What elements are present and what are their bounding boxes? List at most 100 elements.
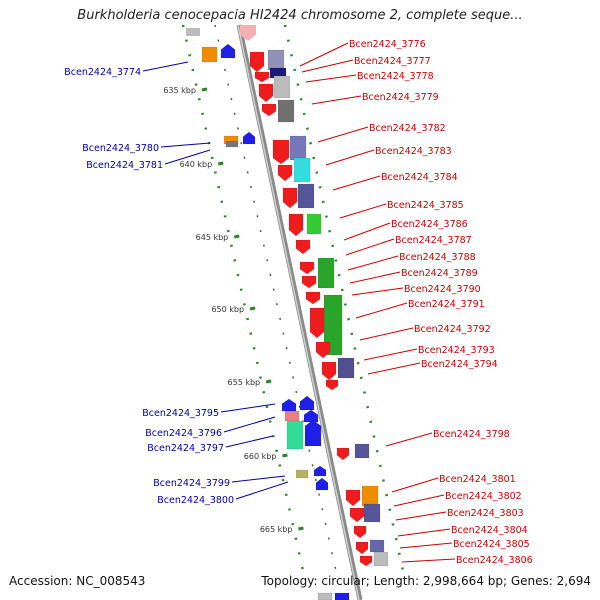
leader-line: [401, 558, 456, 563]
gene-label-right[interactable]: Bcen2424_3782: [369, 123, 446, 134]
gene-label-right[interactable]: Bcen2424_3776: [349, 39, 426, 50]
gene-label-right[interactable]: Bcen2424_3804: [451, 525, 528, 536]
gene-label-right[interactable]: Bcen2424_3783: [375, 146, 452, 157]
scale-tick: [201, 87, 208, 92]
gene-label-right[interactable]: Bcen2424_3806: [456, 555, 533, 566]
gene-label-right[interactable]: Bcen2424_3788: [399, 252, 476, 263]
leader-line: [395, 511, 447, 521]
gene-label-right[interactable]: Bcen2424_3778: [357, 71, 434, 82]
leader-line: [235, 481, 289, 500]
gene-label-right[interactable]: Bcen2424_3789: [401, 268, 478, 279]
gene-glyph: [334, 592, 350, 600]
leader-line: [311, 95, 362, 105]
leader-line: [355, 302, 408, 319]
leader-line: [347, 255, 399, 271]
gene-glyph: [369, 539, 385, 553]
leader-line: [299, 42, 349, 67]
gene-label-left[interactable]: Bcen2424_3799: [153, 478, 230, 489]
scale-tick-label: 640 kbp: [180, 160, 213, 169]
gene-features: [186, 25, 389, 600]
gene-label-right[interactable]: Bcen2424_3777: [354, 56, 431, 67]
gene-label-left[interactable]: Bcen2424_3797: [147, 443, 224, 454]
scale-tick-label: 655 kbp: [228, 378, 261, 387]
gene-glyph: [261, 103, 277, 117]
gene-glyph: [299, 261, 315, 275]
gene-glyph: [317, 257, 335, 289]
gene-label-left[interactable]: Bcen2424_3774: [64, 67, 141, 78]
gene-label-right[interactable]: Bcen2424_3793: [418, 345, 495, 356]
gene-label-right[interactable]: Bcen2424_3784: [381, 172, 458, 183]
scale-tick: [298, 526, 304, 531]
leader-line: [359, 327, 414, 341]
gene-glyph: [354, 443, 370, 459]
gene-label-right[interactable]: Bcen2424_3786: [391, 219, 468, 230]
topology-text: Topology: circular; Length: 2,998,664 bp…: [261, 574, 591, 588]
gene-glyph-top: [240, 25, 256, 41]
leader-line: [351, 287, 404, 296]
leader-line: [164, 149, 211, 165]
gene-glyph: [288, 213, 304, 237]
gene-label-left[interactable]: Bcen2424_3800: [157, 495, 234, 506]
gene-glyph: [201, 46, 218, 63]
chromosome-backbone: [236, 24, 363, 600]
leader-line: [343, 222, 391, 241]
leader-line: [339, 203, 387, 219]
gene-label-left[interactable]: Bcen2424_3780: [82, 143, 159, 154]
gene-glyph: [345, 489, 361, 507]
leader-line: [393, 494, 445, 507]
gene-glyph: [272, 139, 290, 165]
gene-label-left[interactable]: Bcen2424_3796: [145, 428, 222, 439]
leader-line: [385, 432, 433, 447]
leader-line: [142, 61, 189, 72]
gene-label-right[interactable]: Bcen2424_3805: [453, 539, 530, 550]
scale-tick-label: 665 kbp: [260, 525, 293, 534]
gene-label-right[interactable]: Bcen2424_3794: [421, 359, 498, 370]
gene-label-right[interactable]: Bcen2424_3787: [395, 235, 472, 246]
gene-label-right[interactable]: Bcen2424_3802: [445, 491, 522, 502]
gene-label-right[interactable]: Bcen2424_3792: [414, 324, 491, 335]
gene-label-right[interactable]: Bcen2424_3803: [447, 508, 524, 519]
gene-glyph: [301, 275, 317, 289]
gene-glyph: [336, 447, 350, 461]
gene-label-right[interactable]: Bcen2424_3790: [404, 284, 481, 295]
gene-labels: Bcen2424_3776 Bcen2424_3777 Bcen2424_3778 B…: [64, 39, 532, 566]
leader-line: [349, 271, 401, 284]
accession-text: Accession: NC_008543: [9, 574, 146, 588]
gene-label-right[interactable]: Bcen2424_3798: [433, 429, 510, 440]
gene-glyph: [337, 357, 355, 379]
gene-label-right[interactable]: Bcen2424_3779: [362, 92, 439, 103]
gene-label-left[interactable]: Bcen2424_3795: [142, 408, 219, 419]
inner-dotted-guide: [283, 24, 407, 581]
scale-tick: [233, 234, 240, 239]
gene-glyph: [295, 239, 311, 255]
gene-glyph: [305, 291, 321, 305]
gene-glyph: [313, 465, 327, 477]
gene-glyph: [353, 525, 367, 539]
gene-glyph: [277, 164, 293, 182]
gene-glyph: [359, 555, 373, 567]
gene-glyph: [299, 395, 315, 411]
gene-glyph: [267, 49, 285, 71]
scale-tick-label: 635 kbp: [163, 86, 196, 95]
leader-line: [367, 362, 421, 375]
gene-glyph: [363, 503, 381, 523]
scale-tick-label: 660 kbp: [244, 452, 277, 461]
gene-glyph: [303, 409, 319, 423]
gene-glyph: [325, 379, 339, 391]
gene-label-left[interactable]: Bcen2424_3781: [86, 160, 163, 171]
leader-line: [332, 175, 381, 191]
gene-label-right[interactable]: Bcen2424_3791: [408, 299, 485, 310]
leader-line: [399, 542, 453, 549]
gene-glyph: [355, 541, 369, 555]
gene-glyph: [282, 187, 298, 209]
gene-label-right[interactable]: Bcen2424_3801: [439, 474, 516, 485]
gene-glyph: [284, 410, 300, 422]
gene-glyph-top: [186, 28, 200, 36]
gene-glyph: [315, 341, 331, 359]
leader-line: [397, 528, 451, 537]
gene-glyph: [309, 307, 325, 339]
gene-glyph: [289, 135, 307, 161]
leader-line: [363, 348, 418, 361]
gene-label-right[interactable]: Bcen2424_3785: [387, 200, 464, 211]
gene-glyph: [317, 592, 333, 600]
